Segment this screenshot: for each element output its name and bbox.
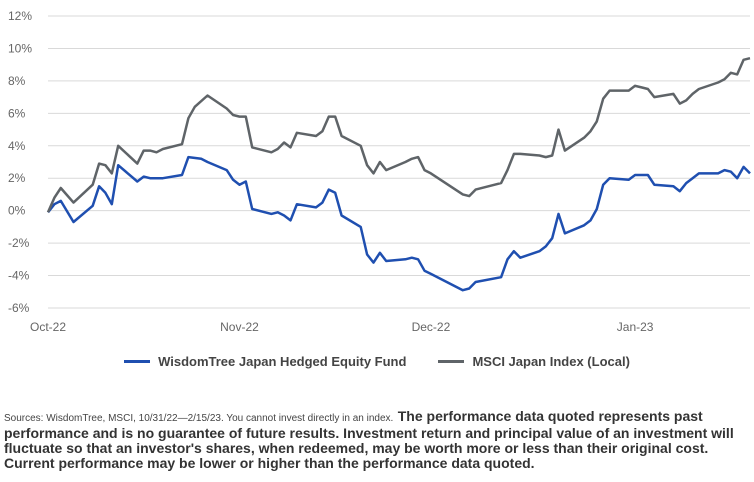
- x-tick-label: Oct-22: [30, 320, 66, 334]
- y-tick-label: 0%: [8, 204, 26, 218]
- performance-disclaimer: The performance data quoted represents p…: [4, 408, 734, 471]
- y-tick-label: 2%: [8, 171, 26, 185]
- chart-canvas: 12% 10% 8% 6% 4% 2% 0% -2% -4% -6%Oct-22 Nov-22 Dec…: [8, 9, 751, 334]
- y-tick-label: -6%: [8, 301, 30, 315]
- x-tick-label: Nov-22: [220, 320, 259, 334]
- footnote: Sources: WisdomTree, MSCI, 10/31/22—2/15…: [4, 409, 750, 471]
- sources-note: Sources: WisdomTree, MSCI, 10/31/22—2/15…: [4, 413, 394, 424]
- series-line-index: [46, 56, 751, 213]
- x-tick-label: Jan-23: [617, 320, 654, 334]
- legend-label-fund: WisdomTree Japan Hedged Equity Fund: [158, 353, 407, 369]
- y-tick-label: 10%: [8, 41, 32, 55]
- chart-legend: WisdomTree Japan Hedged Equity Fund MSCI…: [0, 352, 754, 370]
- legend-swatch-fund: [124, 359, 151, 363]
- legend-label-index: MSCI Japan Index (Local): [472, 353, 630, 369]
- y-tick-label: -4%: [8, 269, 30, 283]
- x-tick-label: Dec-22: [412, 320, 451, 334]
- legend-item-index[interactable]: MSCI Japan Index (Local): [438, 352, 630, 370]
- legend-item-fund[interactable]: WisdomTree Japan Hedged Equity Fund: [124, 352, 406, 370]
- y-tick-label: 4%: [8, 139, 26, 153]
- y-tick-label: 12%: [8, 9, 32, 23]
- series-line-fund: [47, 155, 751, 292]
- legend-swatch-index: [438, 359, 465, 363]
- line-chart: 12% 10% 8% 6% 4% 2% 0% -2% -4% -6% Oct-22 Nov-22 Dec…: [8, 9, 751, 334]
- y-tick-label: -2%: [8, 236, 30, 250]
- y-tick-label: 6%: [8, 106, 26, 120]
- y-tick-label: 8%: [8, 74, 26, 88]
